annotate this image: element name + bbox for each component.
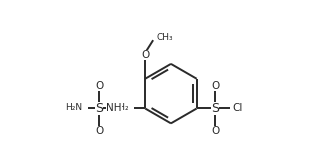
- Text: NH: NH: [106, 103, 122, 113]
- Text: O: O: [95, 126, 103, 136]
- Text: O: O: [211, 81, 219, 91]
- Text: O: O: [141, 50, 149, 60]
- Text: CH₃: CH₃: [157, 33, 173, 42]
- Text: Cl: Cl: [232, 103, 243, 113]
- Text: S: S: [95, 102, 103, 115]
- Text: S: S: [211, 102, 219, 115]
- Text: O: O: [95, 81, 103, 91]
- Text: O: O: [211, 126, 219, 136]
- Text: H₂N: H₂N: [65, 103, 82, 112]
- Text: CH₂: CH₂: [113, 103, 129, 112]
